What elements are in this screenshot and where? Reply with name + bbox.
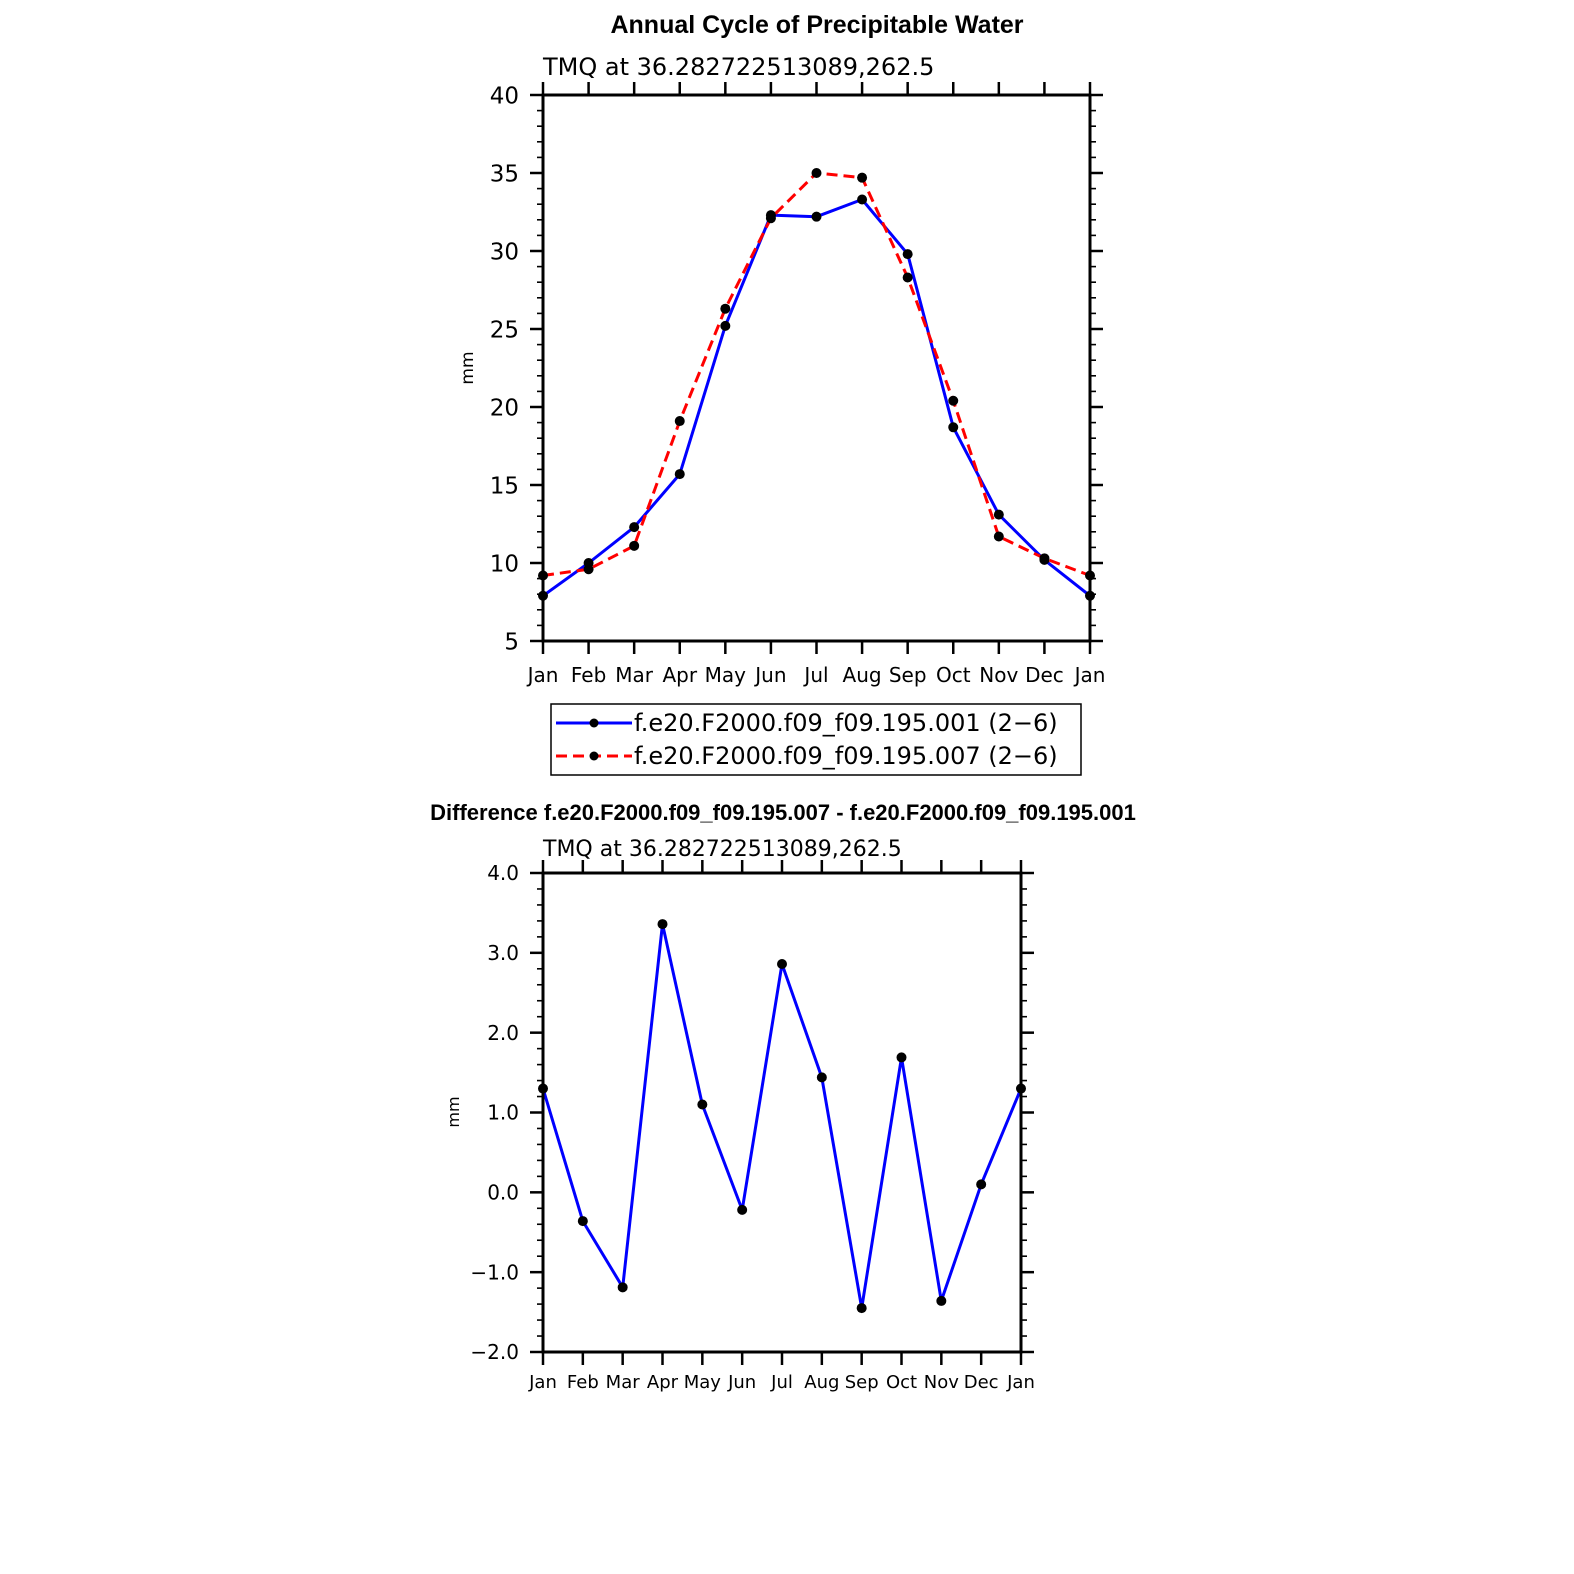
chart2-series-1-point-11 <box>976 1179 987 1190</box>
chart2-series-1-point-9 <box>896 1052 907 1063</box>
chart1-series-2-point-1 <box>583 564 594 575</box>
legend-marker-series-1 <box>589 718 599 728</box>
chart2-ytick-label-1-0: −1.0 <box>470 1260 519 1284</box>
chart2-xtick-label-feb-1: Feb <box>567 1372 599 1393</box>
chart2-xtick-label-jan-12: Jan <box>1006 1372 1035 1393</box>
chart1-title: Annual Cycle of Precipitable Water <box>610 11 1023 39</box>
chart2-series-1-point-6 <box>777 959 787 970</box>
chart2-series-1-point-4 <box>697 1099 708 1110</box>
chart2-subtitle: TMQ at 36.282722513089,262.5 <box>542 837 902 862</box>
chart1-series-2-point-3 <box>674 416 685 427</box>
chart2-series <box>538 919 1026 1314</box>
chart2-ytick-label-3-0: 3.0 <box>487 941 519 965</box>
chart2-xtick-label-sep-8: Sep <box>845 1372 879 1393</box>
chart1-series-2-point-8 <box>902 272 913 283</box>
chart2-ytick-label-1-0: 1.0 <box>487 1101 519 1125</box>
chart1-series-1-point-3 <box>674 469 685 480</box>
chart2-xtick-label-jan-0: Jan <box>528 1372 557 1393</box>
chart1-series-1-point-6 <box>811 211 822 222</box>
chart1-xtick-label-aug-7: Aug <box>843 663 882 687</box>
chart1-subtitle: TMQ at 36.282722513089,262.5 <box>542 53 934 81</box>
chart1-xtick-label-jan-0: Jan <box>526 663 559 687</box>
chart2-title: Difference f.e20.F2000.f09_f09.195.007 -… <box>430 800 1136 825</box>
chart1-series-1-point-2 <box>629 522 640 533</box>
chart1-x-tick-labels: Jan Feb Mar Apr May Jun Jul Aug Sep Oct Nov Dec Jan <box>526 663 1106 687</box>
chart1-xtick-label-mar-2: Mar <box>615 663 654 687</box>
chart2-xtick-label-oct-9: Oct <box>886 1372 917 1393</box>
chart2-x-tick-labels: Jan Feb Mar Apr May Jun Jul Aug Sep Oct Nov Dec Jan <box>528 1372 1035 1393</box>
chart1-xtick-label-apr-3: Apr <box>662 663 697 687</box>
chart1-series-2-point-9 <box>948 395 959 406</box>
chart1-xtick-label-feb-1: Feb <box>571 663 606 687</box>
chart1-series-1-point-7 <box>857 194 868 205</box>
chart1-series-2-point-4 <box>720 303 731 314</box>
chart2-xtick-label-dec-11: Dec <box>964 1372 999 1393</box>
chart1-series <box>538 168 1095 601</box>
chart1-xtick-label-may-4: May <box>705 663 747 687</box>
chart1-xtick-label-oct-9: Oct <box>936 663 971 687</box>
chart1-legend: f.e20.F2000.f09_f09.195.001 (2−6) f.e20.… <box>550 703 1082 776</box>
chart1-series-2-point-7 <box>857 172 868 183</box>
chart1-xtick-label-sep-8: Sep <box>889 663 927 687</box>
chart1-series-1-point-4 <box>720 320 731 331</box>
chart1-ytick-label-30: 30 <box>490 239 519 265</box>
chart2-ytick-label-2-0: 2.0 <box>487 1021 519 1045</box>
chart1-xtick-label-dec-11: Dec <box>1025 663 1064 687</box>
chart2-series-1-point-10 <box>936 1295 947 1306</box>
chart2-xtick-label-mar-2: Mar <box>606 1372 641 1393</box>
legend-box <box>550 703 1082 776</box>
chart1-series-2-point-2 <box>629 540 640 551</box>
chart2-series-1-point-3 <box>657 919 668 930</box>
legend-label-series-2: f.e20.F2000.f09_f09.195.007 (2−6) <box>634 742 1058 770</box>
chart1-xtick-label-jun-5: Jun <box>753 663 786 687</box>
chart1-y-tick-labels: 5 10 15 20 25 30 35 40 <box>490 83 519 655</box>
chart2-xtick-label-jun-5: Jun <box>727 1372 756 1393</box>
chart2-xtick-label-aug-7: Aug <box>804 1372 839 1393</box>
chart2-ytick-label-2-0: −2.0 <box>470 1340 519 1364</box>
chart1-ytick-label-35: 35 <box>490 161 519 187</box>
chart1-ytick-label-25: 25 <box>490 317 519 343</box>
chart2-frame <box>541 871 1023 1354</box>
chart1-series-2-point-6 <box>811 168 822 178</box>
chart1-xtick-label-nov-10: Nov <box>979 663 1018 687</box>
chart2-xtick-label-may-4: May <box>684 1372 722 1393</box>
chart2-ylabel: mm <box>444 1096 463 1127</box>
chart1-series-2-point-10 <box>993 531 1004 542</box>
chart2-y-tick-labels: −2.0 −1.0 0.0 1.0 2.0 3.0 4.0 <box>470 861 519 1364</box>
chart1-ytick-label-20: 20 <box>490 395 519 421</box>
chart1-ytick-label-40: 40 <box>490 83 519 109</box>
chart1-xtick-label-jul-6: Jul <box>802 663 828 687</box>
chart2-series-1-point-2 <box>617 1282 628 1293</box>
chart1-ylabel: mm <box>458 351 478 384</box>
chart2-xtick-label-nov-10: Nov <box>924 1372 959 1393</box>
chart2-series-1-point-5 <box>737 1204 748 1215</box>
chart1-series-1-point-8 <box>902 249 913 260</box>
chart1-frame <box>541 93 1092 643</box>
legend-label-series-1: f.e20.F2000.f09_f09.195.001 (2−6) <box>634 709 1058 737</box>
chart1-ytick-label-10: 10 <box>490 551 519 577</box>
precipitable-water-chart: Annual Cycle of Precipitable Water TMQ a… <box>458 11 1106 776</box>
chart2-ytick-label-0-0: 0.0 <box>487 1181 519 1205</box>
chart2-series-1-point-8 <box>856 1303 867 1314</box>
legend-marker-series-2 <box>589 751 599 761</box>
difference-chart: Difference f.e20.F2000.f09_f09.195.007 -… <box>430 800 1136 1393</box>
chart2-series-1-point-1 <box>577 1216 588 1227</box>
chart2-xtick-label-apr-3: Apr <box>647 1372 679 1393</box>
chart1-xtick-label-jan-12: Jan <box>1073 663 1106 687</box>
chart2-ytick-label-4-0: 4.0 <box>487 861 519 885</box>
chart1-series-1-point-10 <box>993 509 1004 520</box>
chart1-series-2-point-5 <box>765 213 776 224</box>
chart1-series-1-point-9 <box>948 422 959 433</box>
chart2-series-1-point-7 <box>816 1072 827 1083</box>
chart1-ytick-label-15: 15 <box>490 473 519 499</box>
chart1-series-2-point-11 <box>1039 553 1050 564</box>
chart1-ytick-label-5: 5 <box>504 629 519 655</box>
chart2-xtick-label-jul-6: Jul <box>770 1372 793 1393</box>
